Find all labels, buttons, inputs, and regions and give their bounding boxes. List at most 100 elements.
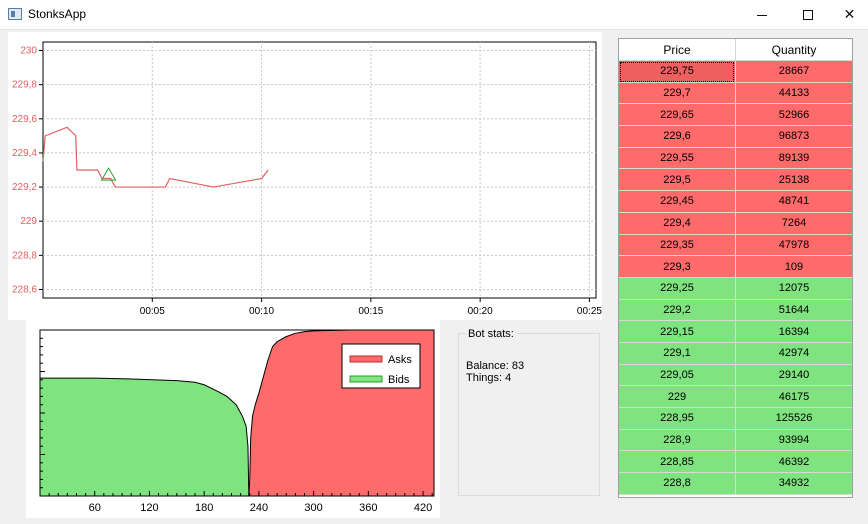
price-cell[interactable]: 229,45: [619, 191, 735, 213]
quantity-cell[interactable]: 46392: [735, 451, 852, 474]
table-row[interactable]: 229,4 7264: [619, 212, 852, 235]
quantity-cell[interactable]: 93994: [735, 429, 852, 452]
quantity-cell[interactable]: 44133: [735, 82, 852, 105]
table-row[interactable]: 229,55 89139: [619, 147, 852, 170]
things-value: 4: [505, 372, 512, 384]
table-row[interactable]: 228,95 125526: [619, 408, 852, 430]
price-cell[interactable]: 228,85: [619, 451, 735, 474]
x-tick-label: 00:15: [358, 306, 383, 317]
table-row[interactable]: 229,75 28667: [619, 61, 852, 83]
quantity-cell[interactable]: 46175: [735, 386, 852, 408]
quantity-cell[interactable]: 29140: [735, 364, 852, 387]
x-tick-label: 00:20: [468, 306, 493, 317]
legend-swatch: [349, 355, 383, 363]
price-cell[interactable]: 229,6: [619, 126, 735, 148]
balance-value: 83: [511, 360, 525, 372]
price-column-header[interactable]: Price: [663, 42, 691, 57]
price-cell[interactable]: 229,2: [619, 299, 735, 322]
price-cell[interactable]: 229,3: [619, 256, 735, 278]
order-book-table[interactable]: Price Quantity 229,75 28667 229,7 44133 229,…: [618, 38, 853, 498]
quantity-cell[interactable]: 42974: [735, 342, 852, 365]
y-tick-label: 229: [20, 216, 37, 227]
maximize-icon: [803, 10, 813, 20]
things-label: Things:: [466, 372, 503, 384]
close-icon: ✕: [843, 7, 856, 23]
quantity-cell[interactable]: 96873: [735, 126, 852, 148]
quantity-cell[interactable]: 7264: [735, 212, 852, 235]
x-tick-label: 240: [250, 502, 268, 514]
table-row[interactable]: 229,5 25138: [619, 169, 852, 192]
table-row[interactable]: 228,9 93994: [619, 429, 852, 452]
price-chart: 00:05 00:10 00:15 00:20 00:25 228,6 228,8 229 22…: [12, 41, 602, 317]
price-cell[interactable]: 229,35: [619, 234, 735, 257]
y-tick-label: 229,4: [12, 148, 37, 159]
y-tick-label: 228,6: [12, 284, 37, 295]
table-row[interactable]: 229,1 42974: [619, 342, 852, 365]
price-chart-panel: 00:05 00:10 00:15 00:20 00:25 228,6 228,8 229 22…: [8, 32, 602, 320]
table-row[interactable]: 229,15 16394: [619, 321, 852, 343]
price-cell[interactable]: 229,55: [619, 147, 735, 170]
price-cell[interactable]: 228,95: [619, 408, 735, 430]
minimize-button[interactable]: [739, 0, 785, 30]
price-cell[interactable]: 229,65: [619, 104, 735, 127]
maximize-button[interactable]: [785, 0, 831, 30]
x-tick-label: 00:25: [577, 306, 602, 317]
quantity-cell[interactable]: 47978: [735, 234, 852, 257]
table-row[interactable]: 229,2 51644: [619, 299, 852, 322]
quantity-cell[interactable]: 51644: [735, 299, 852, 322]
price-cell[interactable]: 229,4: [619, 212, 735, 235]
table-row[interactable]: 229,05 29140: [619, 364, 852, 387]
quantity-cell[interactable]: 48741: [735, 191, 852, 213]
quantity-column-header[interactable]: Quantity: [735, 39, 852, 60]
depth-legend: Asks Bids: [341, 343, 421, 389]
price-cell[interactable]: 229,15: [619, 321, 735, 343]
table-row[interactable]: 229,35 47978: [619, 234, 852, 257]
quantity-cell[interactable]: 16394: [735, 321, 852, 343]
quantity-cell[interactable]: 25138: [735, 169, 852, 192]
price-series-line: [42, 126, 269, 188]
price-cell[interactable]: 228,8: [619, 473, 735, 495]
table-row[interactable]: 229,6 96873: [619, 126, 852, 148]
legend-label: Bids: [388, 374, 410, 386]
table-row[interactable]: 229,45 48741: [619, 191, 852, 213]
price-cell[interactable]: 229,1: [619, 342, 735, 365]
quantity-cell[interactable]: 125526: [735, 408, 852, 430]
price-cell[interactable]: 229,25: [619, 277, 735, 300]
quantity-cell[interactable]: 109: [735, 256, 852, 278]
table-row[interactable]: 229,7 44133: [619, 82, 852, 105]
quantity-cell[interactable]: 34932: [735, 473, 852, 495]
table-row[interactable]: 228,8 34932: [619, 473, 852, 495]
price-cell[interactable]: 229,7: [619, 82, 735, 105]
price-cell[interactable]: 229,5: [619, 169, 735, 192]
bids-area: [40, 377, 250, 496]
quantity-cell[interactable]: 28667: [735, 61, 852, 83]
x-tick-label: 300: [304, 502, 322, 514]
bot-balance: Balance: 83: [466, 360, 524, 372]
price-cell[interactable]: 229,75: [619, 61, 735, 83]
bot-stats-title: Bot stats:: [466, 328, 516, 340]
x-tick-label: 00:10: [249, 306, 274, 317]
table-row[interactable]: 228,85 46392: [619, 451, 852, 474]
x-tick-label: 180: [195, 502, 213, 514]
quantity-cell[interactable]: 89139: [735, 147, 852, 170]
table-row[interactable]: 229 46175: [619, 386, 852, 408]
x-tick-label: 120: [140, 502, 158, 514]
balance-label: Balance:: [466, 360, 509, 372]
close-button[interactable]: ✕: [831, 0, 868, 30]
table-row[interactable]: 229,65 52966: [619, 104, 852, 127]
plot-area: [42, 41, 597, 299]
price-cell[interactable]: 228,9: [619, 429, 735, 452]
y-tick-label: 229,8: [12, 80, 37, 91]
price-cell[interactable]: 229: [619, 386, 735, 408]
quantity-cell[interactable]: 12075: [735, 277, 852, 300]
table-row[interactable]: 229,25 12075: [619, 277, 852, 300]
table-row[interactable]: 229,3 109: [619, 256, 852, 278]
quantity-cell[interactable]: 52966: [735, 104, 852, 127]
depth-chart-panel: 60 120 180 240 300 360 420 Asks Bids: [26, 320, 440, 518]
price-cell[interactable]: 229,05: [619, 364, 735, 387]
x-tick-label: 360: [359, 502, 377, 514]
app-window-icon: [8, 8, 22, 20]
title-bar[interactable]: StonksApp ✕: [0, 0, 868, 30]
table-body: 229,75 28667 229,7 44133 229,65 52966 229,6 968…: [619, 61, 852, 495]
bot-things: Things: 4: [466, 372, 511, 384]
